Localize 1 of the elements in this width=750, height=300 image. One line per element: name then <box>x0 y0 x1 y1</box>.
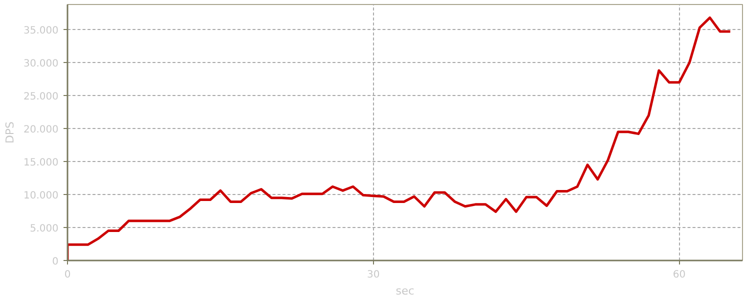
line-series <box>68 16 732 260</box>
